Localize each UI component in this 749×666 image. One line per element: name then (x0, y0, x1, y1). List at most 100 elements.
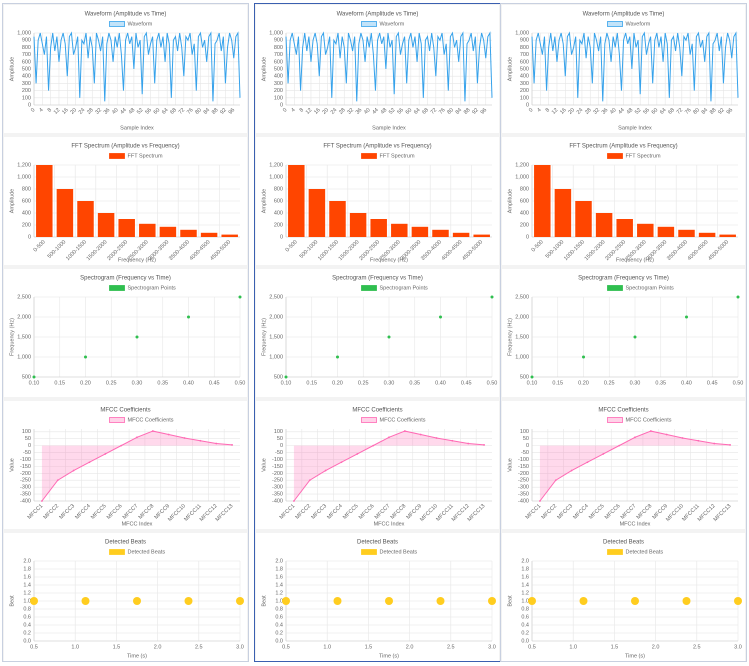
y-tick-label: 200 (22, 222, 31, 228)
line-point (697, 439, 700, 442)
y-tick-label: 800 (274, 45, 283, 51)
y-tick-label: 600 (274, 198, 283, 204)
y-tick-label: 200 (274, 222, 283, 228)
y-axis-label: Amplitude (9, 57, 15, 81)
bar (77, 201, 94, 237)
line-point (467, 442, 470, 445)
line-point (570, 469, 573, 472)
y-tick-label: 2,500 (515, 294, 529, 300)
x-tick-label: 48 (128, 107, 137, 116)
y-tick-label: 400 (520, 74, 529, 80)
chart-title: MFCC Coefficients (598, 408, 648, 414)
chart-panel: Spectrogram (Frequency vs Time) Spectrogr… (502, 269, 745, 397)
line-point (451, 439, 454, 442)
x-tick-label: 56 (396, 107, 405, 116)
chart-title: Detected Beats (105, 540, 146, 546)
bar (97, 213, 115, 237)
x-tick-label: 2.0 (154, 644, 162, 650)
y-tick-label: -350 (518, 492, 529, 498)
y-tick-label: 0.6 (275, 614, 283, 620)
bar (698, 232, 716, 237)
y-tick-label: 400 (520, 210, 529, 216)
x-axis-label: Time (s) (625, 653, 645, 659)
y-tick-label: 100 (274, 95, 283, 101)
x-tick-label: 0.35 (409, 380, 420, 386)
y-tick-label: 600 (520, 59, 529, 65)
y-tick-label: 100 (274, 429, 283, 435)
legend-swatch (607, 285, 623, 291)
chart-title: Spectrogram (Frequency vs Time) (578, 276, 669, 282)
scatter-point (490, 295, 494, 299)
y-tick-label: 1,000 (17, 30, 31, 36)
y-tick-label: 2,000 (269, 314, 283, 320)
y-tick-label: 0 (526, 234, 529, 240)
y-tick-label: -350 (272, 492, 283, 498)
x-axis-label: Sample Index (372, 125, 406, 131)
x-tick-label: 32 (592, 107, 601, 116)
x-tick-label: 84 (701, 107, 710, 116)
bar (657, 226, 675, 237)
scatter-point (633, 335, 637, 339)
x-tick-label: 60 (651, 107, 660, 116)
legend-swatch (361, 549, 377, 555)
x-tick-label: 0.40 (183, 380, 194, 386)
y-tick-label: -150 (20, 464, 31, 470)
x-tick-label: 0.5 (282, 644, 290, 650)
y-tick-label: 1.0 (23, 598, 31, 604)
x-tick-label: 68 (667, 107, 676, 116)
x-tick-label: 28 (584, 107, 593, 116)
chart-title: MFCC Coefficients (352, 408, 402, 414)
scatter-point (528, 597, 536, 605)
x-tick-label: 20 (567, 107, 576, 116)
chart-panel: Waveform (Amplitude vs Time)Waveform0100… (256, 5, 499, 133)
x-tick-label: 36 (601, 107, 610, 116)
y-tick-label: 500 (274, 66, 283, 72)
y-tick-label: 1.8 (275, 566, 283, 572)
y-axis-label: Value (9, 458, 15, 472)
y-tick-label: 100 (22, 429, 31, 435)
bar (159, 226, 177, 237)
panel-bg (4, 533, 247, 661)
x-tick-label: 96 (228, 107, 237, 116)
scatter-point (30, 597, 38, 605)
y-tick-label: 400 (22, 74, 31, 80)
y-tick-label: 50 (523, 436, 529, 442)
y-tick-label: -150 (272, 464, 283, 470)
y-tick-label: 100 (22, 95, 31, 101)
x-tick-label: 3.0 (734, 644, 742, 650)
y-tick-label: 1,000 (515, 354, 529, 360)
x-tick-label: 0.45 (209, 380, 220, 386)
y-tick-label: 500 (22, 66, 31, 72)
legend-label: FFT Spectrum (626, 153, 661, 159)
scatter-point (736, 295, 740, 299)
x-tick-label: 52 (136, 107, 145, 116)
x-tick-label: 60 (405, 107, 414, 116)
y-tick-label: -250 (272, 478, 283, 484)
y-tick-label: 200 (22, 88, 31, 94)
bar (139, 223, 156, 237)
line-point (324, 469, 327, 472)
x-tick-label: 0.40 (435, 380, 446, 386)
x-tick-label: 16 (559, 107, 568, 116)
y-tick-label: -400 (272, 498, 283, 504)
x-tick-label: 0.20 (578, 380, 589, 386)
y-tick-label: 1.2 (23, 590, 31, 596)
y-tick-label: 1.6 (521, 574, 529, 580)
bar (329, 201, 346, 237)
bar (595, 213, 613, 237)
line-point (435, 437, 438, 439)
x-tick-label: 2.5 (195, 644, 203, 650)
y-tick-label: 900 (22, 38, 31, 44)
x-tick-label: 72 (676, 107, 685, 116)
bar (473, 234, 490, 237)
y-tick-label: 1,000 (17, 174, 31, 180)
line-series (285, 31, 493, 102)
y-tick-label: -300 (20, 485, 31, 491)
bar (370, 219, 387, 237)
x-tick-label: 1.5 (365, 644, 373, 650)
scatter-point (385, 597, 393, 605)
y-tick-label: 1.8 (521, 566, 529, 572)
scatter-point (84, 355, 87, 359)
y-tick-label: 600 (22, 198, 31, 204)
